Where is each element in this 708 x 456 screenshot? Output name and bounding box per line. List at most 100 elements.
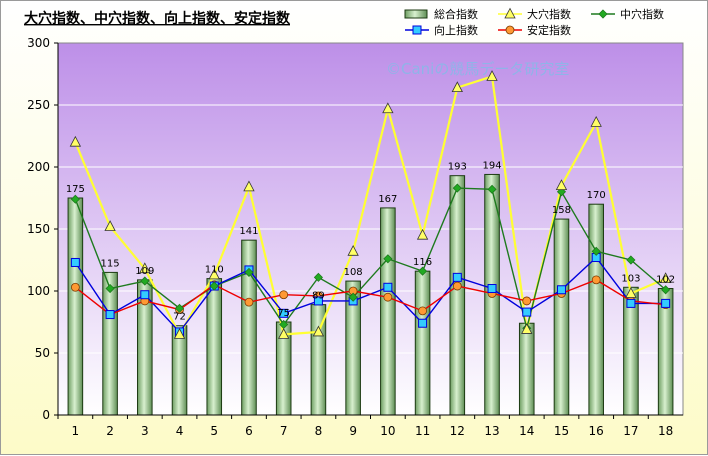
x-tick-label: 5 <box>210 424 218 438</box>
y-tick-label: 300 <box>27 36 50 50</box>
x-tick-label: 3 <box>141 424 149 438</box>
point-marker <box>313 272 323 282</box>
point-marker <box>522 307 532 317</box>
y-tick-label: 250 <box>27 98 50 112</box>
point-marker <box>659 272 672 284</box>
point-marker <box>105 283 115 294</box>
x-tick-label: 13 <box>484 424 499 438</box>
series-line <box>74 187 667 329</box>
x-tick-label: 4 <box>176 424 184 438</box>
bar-value-label: 194 <box>482 160 501 171</box>
y-tick-label: 100 <box>27 284 50 298</box>
series-line <box>74 75 667 337</box>
bar-value-label: 193 <box>448 162 467 173</box>
point-marker <box>278 328 290 339</box>
x-tick-label: 1 <box>72 424 80 438</box>
x-tick-label: 11 <box>415 424 430 438</box>
bar <box>553 218 570 416</box>
bar <box>380 207 396 416</box>
point-marker <box>279 290 289 300</box>
point-marker <box>312 325 325 337</box>
point-marker <box>70 194 80 204</box>
point-marker <box>244 267 254 277</box>
bar <box>449 175 466 416</box>
point-marker <box>70 257 80 267</box>
point-marker <box>243 180 255 192</box>
point-marker <box>347 244 359 256</box>
bar <box>518 322 535 416</box>
x-tick-label: 10 <box>380 424 395 438</box>
legend-label: 向上指数 <box>434 23 478 37</box>
bar-value-label: 109 <box>135 266 154 277</box>
point-marker <box>412 25 422 35</box>
point-marker <box>69 135 82 147</box>
y-tick-label: 50 <box>35 346 50 360</box>
point-marker <box>452 281 462 291</box>
bar-value-label: 175 <box>66 184 85 195</box>
point-marker <box>591 275 601 285</box>
x-tick-label: 17 <box>623 424 638 438</box>
legend-swatch <box>404 9 428 19</box>
point-marker <box>139 262 151 274</box>
point-marker <box>383 292 393 302</box>
bar-value-label: 115 <box>101 258 120 269</box>
point-marker <box>383 282 393 292</box>
line-markers <box>69 70 672 339</box>
point-marker <box>521 323 533 334</box>
bar-value-label: 102 <box>656 275 675 286</box>
bar-value-label: 75 <box>277 308 290 319</box>
bar-value-label: 141 <box>239 226 258 237</box>
x-tick-label: 8 <box>315 424 323 438</box>
y-tick-label: 0 <box>42 408 50 422</box>
bar-value-label: 103 <box>621 273 640 284</box>
y-tick-label: 150 <box>27 222 50 236</box>
bar <box>206 278 223 416</box>
legend-label: 総合指数 <box>434 7 478 21</box>
point-marker <box>598 9 608 19</box>
x-tick-label: 16 <box>589 424 604 438</box>
point-marker <box>452 272 462 282</box>
point-marker <box>313 296 323 306</box>
legend-label: 安定指数 <box>527 23 571 37</box>
bar-value-label: 167 <box>378 194 397 205</box>
point-marker <box>279 308 289 318</box>
point-marker <box>244 297 254 307</box>
point-marker <box>505 25 515 35</box>
point-marker <box>418 266 428 276</box>
point-marker <box>208 268 220 280</box>
bar-value-label: 116 <box>413 257 432 268</box>
x-tick-label: 15 <box>554 424 569 438</box>
x-tick-label: 18 <box>658 424 673 438</box>
point-marker <box>486 70 498 81</box>
point-marker <box>556 285 566 295</box>
point-marker <box>626 298 636 308</box>
point-marker <box>104 220 116 231</box>
point-marker <box>140 276 150 286</box>
point-marker <box>418 318 428 328</box>
x-tick-label: 12 <box>450 424 465 438</box>
point-marker <box>487 184 497 194</box>
chart-title: 大穴指数、中穴指数、向上指数、安定指数 <box>24 10 291 27</box>
bar-value-label: 89 <box>312 291 325 302</box>
point-marker <box>452 183 462 193</box>
point-marker <box>626 255 636 265</box>
point-marker <box>590 116 602 127</box>
point-marker <box>555 179 568 191</box>
bar <box>414 270 431 416</box>
point-marker <box>661 285 671 295</box>
bar-value-label: 170 <box>587 190 606 201</box>
gridlines <box>58 104 683 354</box>
point-marker <box>173 328 186 339</box>
point-marker <box>174 303 185 313</box>
point-marker <box>522 296 532 306</box>
x-tick-label: 14 <box>519 424 534 438</box>
point-marker <box>209 281 219 291</box>
point-marker <box>451 81 463 93</box>
bar <box>588 203 604 416</box>
bar-value-label: 110 <box>205 265 224 276</box>
bar-value-label: 108 <box>344 267 363 278</box>
y-axis: 0 50 100 150 200 250 300 <box>27 36 59 422</box>
